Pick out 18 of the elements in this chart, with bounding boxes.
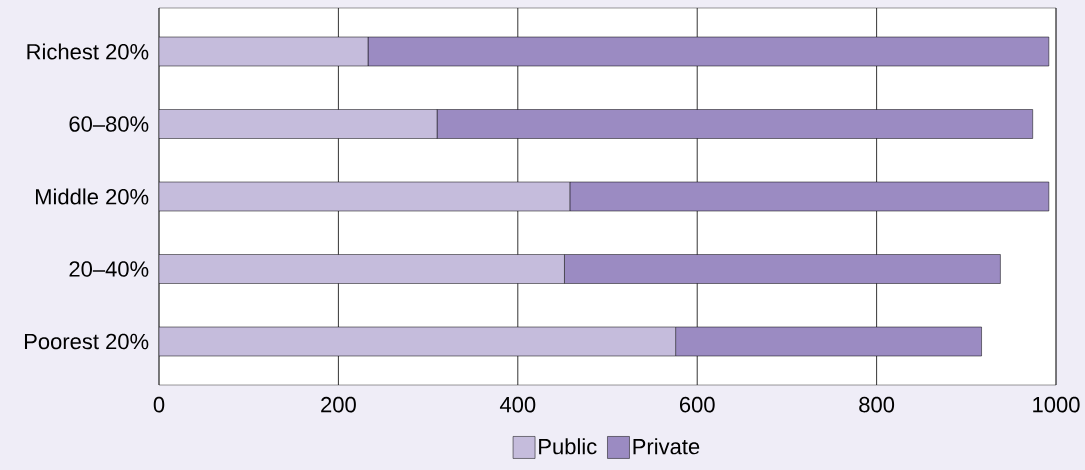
legend-label: Public	[539, 438, 597, 455]
bar	[159, 36, 369, 67]
x-tick-label: 1000	[1033, 396, 1080, 413]
bar	[159, 181, 571, 212]
bar	[159, 254, 565, 284]
y-tick-label: Middle 20%	[35, 188, 149, 205]
bar	[159, 326, 676, 357]
y-tick-label: 20–40%	[69, 261, 149, 277]
y-tick-label: Poorest 20%	[24, 333, 149, 350]
x-tick-label: 800	[859, 396, 895, 413]
bar	[159, 109, 438, 139]
x-tick-label: 600	[679, 396, 715, 413]
y-tick-label: Richest 20%	[27, 43, 149, 60]
x-tick-label: 400	[499, 396, 536, 413]
x-tick-label: 0	[153, 396, 165, 413]
legend-label: Private	[633, 438, 700, 455]
y-tick-label: 60–80%	[69, 116, 149, 132]
x-tick-label: 200	[321, 396, 356, 413]
